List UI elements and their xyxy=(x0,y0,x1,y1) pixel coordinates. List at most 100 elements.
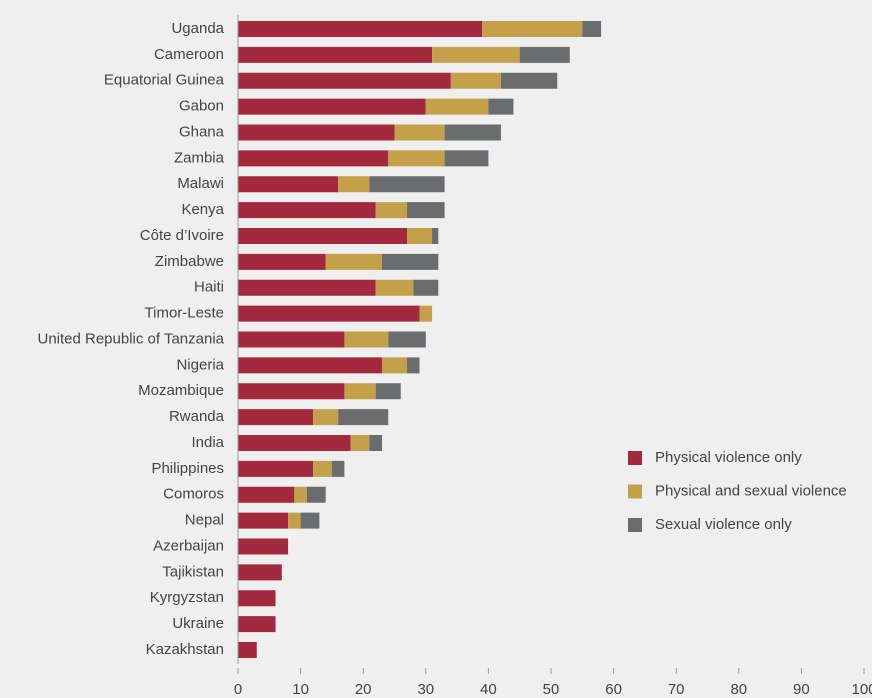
bar xyxy=(238,98,426,115)
bar xyxy=(482,21,583,37)
bar xyxy=(238,124,395,141)
y-tick-label: Comoros xyxy=(163,486,224,503)
bar xyxy=(238,279,376,296)
bar xyxy=(500,72,558,89)
bar xyxy=(388,150,445,167)
x-tick-label: 60 xyxy=(605,681,622,698)
bar xyxy=(238,538,289,555)
bar xyxy=(432,46,520,63)
bar xyxy=(238,512,289,529)
x-tick-label: 30 xyxy=(417,681,434,698)
y-tick-label: Malawi xyxy=(177,175,224,192)
bar xyxy=(300,512,320,529)
bar xyxy=(338,176,370,193)
bar xyxy=(238,642,257,658)
bar xyxy=(381,357,408,374)
y-tick-label: Kenya xyxy=(181,201,224,218)
bar xyxy=(375,279,414,296)
bar xyxy=(238,486,295,503)
x-tick-label: 20 xyxy=(355,681,372,698)
bar xyxy=(344,331,389,348)
bar xyxy=(238,228,408,244)
bar xyxy=(238,616,276,633)
legend-label: Physical violence only xyxy=(655,449,802,466)
bar xyxy=(394,124,445,141)
y-tick-label: Nigeria xyxy=(176,356,224,373)
bar xyxy=(519,46,570,63)
x-tick-label: 90 xyxy=(793,681,810,698)
bar xyxy=(238,383,345,400)
legend-label: Sexual violence only xyxy=(655,516,792,533)
bar xyxy=(450,72,501,89)
bar xyxy=(350,435,370,451)
y-tick-label: Nepal xyxy=(185,512,224,529)
y-tick-label: Haiti xyxy=(194,279,224,296)
y-tick-label: Azerbaijan xyxy=(153,537,224,554)
bar xyxy=(425,98,489,115)
bar xyxy=(294,486,307,503)
bar xyxy=(238,253,326,270)
bar xyxy=(238,357,382,374)
x-tick-label: 0 xyxy=(234,681,242,698)
bar xyxy=(369,435,382,451)
y-tick-label: Ukraine xyxy=(172,615,224,632)
bar xyxy=(338,409,389,426)
y-tick-label: Rwanda xyxy=(169,408,225,425)
bar xyxy=(238,176,339,193)
y-tick-label: Mozambique xyxy=(138,382,224,399)
bar xyxy=(419,305,433,322)
bar xyxy=(325,253,382,270)
bar xyxy=(375,202,408,219)
bar xyxy=(381,253,439,270)
bar xyxy=(331,460,345,477)
bar xyxy=(238,150,389,167)
x-tick-label: 10 xyxy=(292,681,309,698)
bar xyxy=(432,228,439,244)
y-tick-label: Philippines xyxy=(151,460,224,477)
bar xyxy=(313,409,339,426)
bar xyxy=(344,383,376,400)
x-tick-label: 70 xyxy=(668,681,685,698)
bar xyxy=(238,435,351,451)
bar xyxy=(238,409,314,426)
bar xyxy=(288,512,301,529)
bar xyxy=(444,124,501,141)
y-tick-label: Zimbabwe xyxy=(155,253,224,270)
bar xyxy=(238,72,451,89)
bar xyxy=(313,460,332,477)
bar xyxy=(238,46,433,63)
bar xyxy=(238,564,282,581)
bar xyxy=(238,21,483,37)
bar xyxy=(444,150,489,167)
y-tick-label: Uganda xyxy=(171,20,224,37)
bar xyxy=(407,202,445,219)
y-tick-label: Cameroon xyxy=(154,46,224,63)
y-tick-label: Kazakhstan xyxy=(146,641,224,658)
y-tick-label: Zambia xyxy=(174,149,225,166)
bar xyxy=(407,228,433,244)
y-tick-label: Côte d’Ivoire xyxy=(140,227,224,244)
bar xyxy=(238,590,276,607)
x-tick-label: 50 xyxy=(543,681,560,698)
y-tick-label: United Republic of Tanzania xyxy=(37,330,224,347)
y-tick-label: Equatorial Guinea xyxy=(104,72,225,89)
y-tick-label: Ghana xyxy=(179,123,225,140)
y-tick-label: Timor-Leste xyxy=(145,305,224,322)
x-tick-label: 100 xyxy=(851,681,872,698)
x-tick-label: 80 xyxy=(730,681,747,698)
y-tick-label: India xyxy=(191,434,224,451)
bar xyxy=(238,202,376,219)
bar xyxy=(375,383,401,400)
y-tick-label: Tajikistan xyxy=(162,563,224,580)
bar xyxy=(582,21,602,37)
bar xyxy=(413,279,439,296)
y-tick-label: Gabon xyxy=(179,98,224,115)
legend-swatch xyxy=(628,484,642,499)
x-tick-label: 40 xyxy=(480,681,497,698)
bar xyxy=(407,357,420,374)
y-tick-label: Kyrgyzstan xyxy=(150,589,224,606)
bar xyxy=(238,460,314,477)
legend-swatch xyxy=(628,451,642,465)
bar xyxy=(306,486,326,503)
